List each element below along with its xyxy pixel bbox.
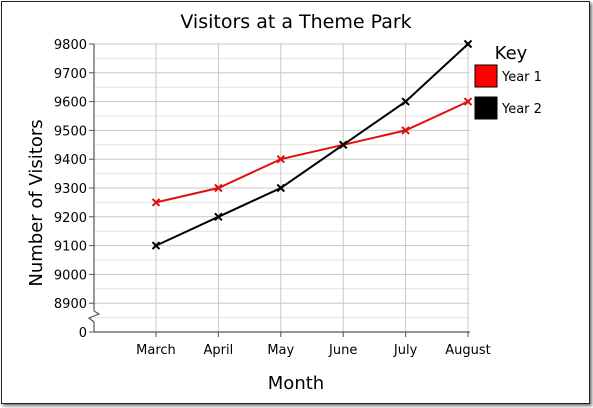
data-point-marker	[214, 212, 223, 222]
y-tick-label: 9600	[54, 96, 87, 111]
x-axis-ticks: March April May June July August	[136, 332, 491, 358]
y-tick-label: 9800	[54, 38, 87, 53]
x-tick-label: April	[204, 343, 234, 358]
series-group	[151, 39, 473, 250]
data-point-marker	[401, 126, 410, 135]
legend-label-year-2: Year 2	[501, 102, 542, 117]
x-axis-label: Month	[268, 373, 324, 394]
chart-title: Visitors at a Theme Park	[180, 11, 411, 33]
y-tick-label: 9400	[54, 153, 87, 168]
legend-title: Key	[495, 43, 528, 64]
y-axis-label: Number of Visitors	[26, 119, 47, 286]
series-line-year-1	[155, 100, 469, 204]
axis-break-icon	[87, 310, 101, 323]
y-tick-label: 9300	[54, 182, 87, 197]
data-point-marker	[214, 183, 223, 193]
data-point-marker	[401, 97, 410, 106]
data-point-marker	[276, 183, 286, 193]
data-point-marker	[151, 198, 161, 207]
x-tick-label: March	[136, 343, 176, 358]
x-tick-label: June	[328, 343, 357, 358]
legend-swatch-year-1	[474, 64, 498, 88]
y-tick-label: 9100	[54, 240, 87, 255]
data-point-marker	[151, 241, 161, 250]
data-point-marker	[338, 140, 348, 150]
x-tick-label: August	[445, 343, 491, 358]
y-tick-label: 9000	[54, 268, 87, 283]
y-tick-label: 8900	[54, 297, 87, 312]
y-tick-label: 9500	[54, 124, 87, 139]
y-axis-ticks: 9800 9700 9600 9500 9400 9300 9200 9100 9000 8900…	[54, 38, 94, 341]
data-point-marker	[463, 97, 473, 106]
data-point-marker	[463, 39, 473, 49]
y-tick-label: 9700	[54, 67, 87, 82]
series-line-year-2	[155, 43, 469, 247]
y-tick-label: 9200	[54, 211, 87, 226]
x-tick-label: May	[267, 343, 294, 358]
legend-label-year-1: Year 1	[501, 70, 542, 85]
y-tick-label: 0	[79, 326, 87, 341]
legend-swatch-year-2	[474, 96, 498, 120]
x-tick-label: July	[393, 343, 418, 358]
axes	[87, 44, 470, 333]
data-point-marker	[276, 154, 286, 164]
legend: Key Year 1 Year 2	[474, 43, 542, 120]
